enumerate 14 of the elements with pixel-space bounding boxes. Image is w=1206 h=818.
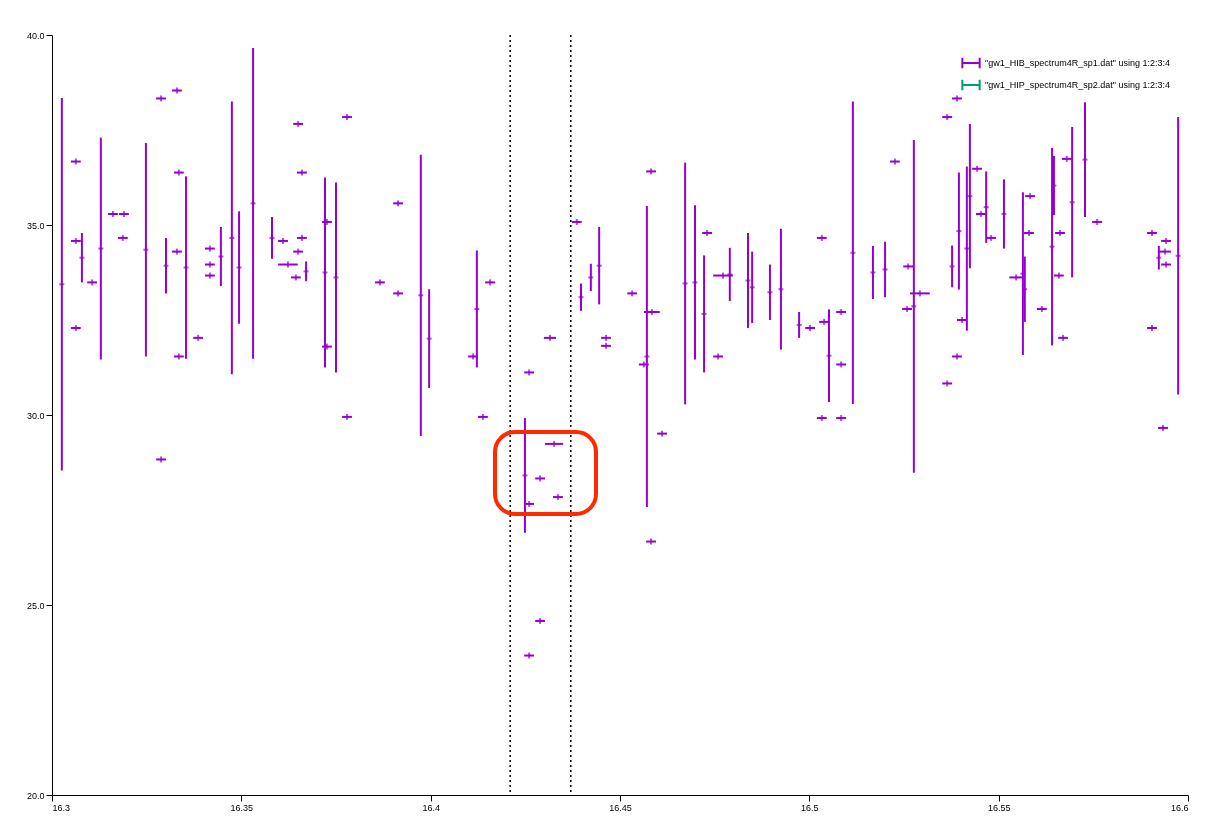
- legend-label: "gw1_HIP_spectrum4R_sp2.dat" using 1:2:3:4: [985, 80, 1170, 90]
- x-tick-label: 16.5: [801, 802, 819, 813]
- y-tick-label: 40.0: [26, 30, 45, 41]
- x-tick-label: 16.55: [987, 802, 1011, 813]
- y-tick-label: 30.0: [26, 410, 45, 421]
- x-tick-label: 16.6: [1170, 802, 1189, 813]
- y-tick-label: 25.0: [26, 600, 45, 611]
- y-tick-label: 20.0: [26, 790, 45, 801]
- y-tick-label: 35.0: [26, 220, 45, 231]
- x-tick-label: 16.3: [52, 802, 71, 813]
- x-tick-label: 16.35: [230, 802, 254, 813]
- x-tick-label: 16.4: [422, 802, 440, 813]
- x-tick-label: 16.45: [609, 802, 632, 813]
- legend-label: "gw1_HIB_spectrum4R_sp1.dat" using 1:2:3:4: [985, 58, 1170, 68]
